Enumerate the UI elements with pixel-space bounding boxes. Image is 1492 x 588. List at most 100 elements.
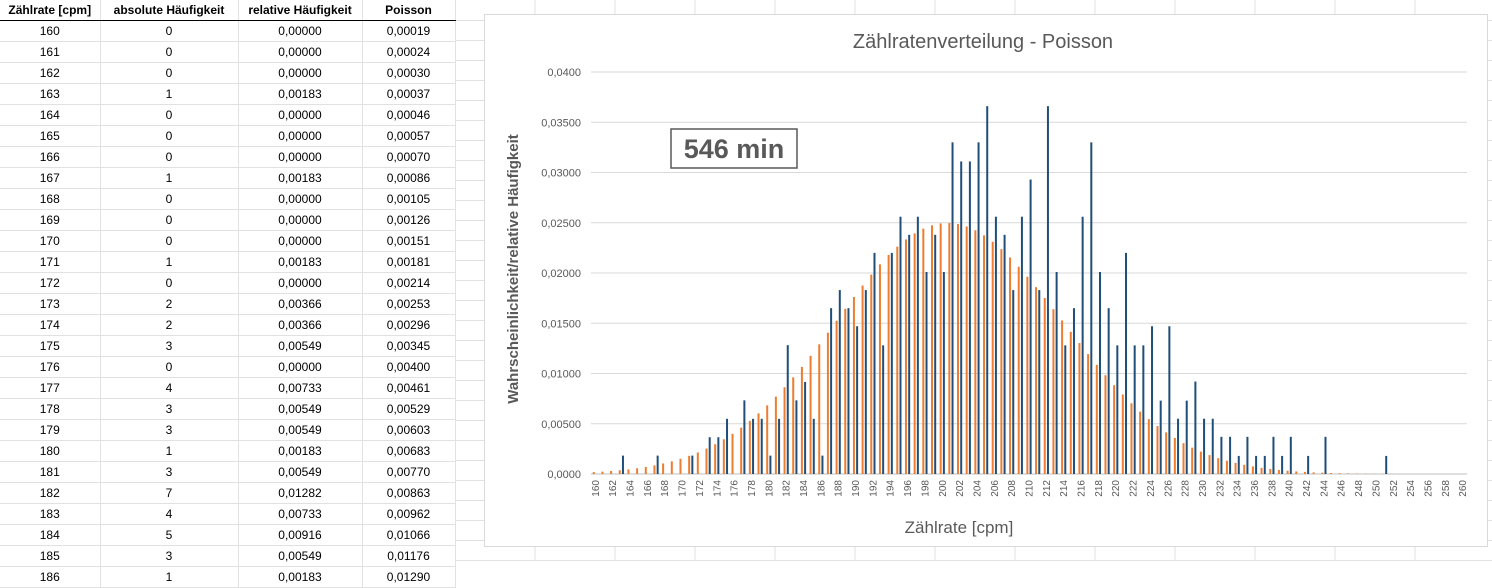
table-cell[interactable]: 172 — [0, 273, 100, 294]
table-cell[interactable]: 0,00400 — [362, 357, 455, 378]
table-cell[interactable]: 0,00000 — [238, 273, 362, 294]
table-cell[interactable]: 0 — [100, 63, 238, 84]
table-cell[interactable]: 0,00183 — [238, 168, 362, 189]
table-cell[interactable]: 166 — [0, 147, 100, 168]
table-cell[interactable]: 4 — [100, 504, 238, 525]
table-cell[interactable]: 5 — [100, 525, 238, 546]
table-cell[interactable]: 164 — [0, 105, 100, 126]
table-cell[interactable]: 0,00024 — [362, 42, 455, 63]
table-cell[interactable]: 0,00183 — [238, 567, 362, 588]
table-cell[interactable]: 0,00000 — [238, 231, 362, 252]
table-cell[interactable]: 0,00863 — [362, 483, 455, 504]
table-cell[interactable]: 161 — [0, 42, 100, 63]
table-cell[interactable]: 3 — [100, 399, 238, 420]
table-cell[interactable]: 0,00030 — [362, 63, 455, 84]
table-cell[interactable]: 0 — [100, 231, 238, 252]
chart-container[interactable]: Zählratenverteilung - Poisson Wahrschein… — [484, 14, 1488, 547]
table-cell[interactable]: 2 — [100, 294, 238, 315]
table-cell[interactable]: 0,00733 — [238, 378, 362, 399]
table-cell[interactable]: 0,00549 — [238, 462, 362, 483]
table-cell[interactable]: 0,01282 — [238, 483, 362, 504]
table-cell[interactable]: 0 — [100, 189, 238, 210]
table-cell[interactable]: 0,00046 — [362, 105, 455, 126]
table-cell[interactable]: 165 — [0, 126, 100, 147]
table-cell[interactable]: 0,00105 — [362, 189, 455, 210]
table-cell[interactable]: 184 — [0, 525, 100, 546]
table-cell[interactable]: 0,00549 — [238, 420, 362, 441]
table-cell[interactable]: 0,00000 — [238, 21, 362, 42]
table-cell[interactable]: 2 — [100, 315, 238, 336]
table-cell[interactable]: 0,00345 — [362, 336, 455, 357]
table-cell[interactable]: 0,00181 — [362, 252, 455, 273]
table-cell[interactable]: 0 — [100, 21, 238, 42]
table-cell[interactable]: 177 — [0, 378, 100, 399]
table-cell[interactable]: 3 — [100, 420, 238, 441]
table-cell[interactable]: 183 — [0, 504, 100, 525]
table-cell[interactable]: 175 — [0, 336, 100, 357]
table-cell[interactable]: 0,00019 — [362, 21, 455, 42]
table-cell[interactable]: 178 — [0, 399, 100, 420]
table-cell[interactable]: 0 — [100, 210, 238, 231]
table-cell[interactable]: 171 — [0, 252, 100, 273]
table-cell[interactable]: 7 — [100, 483, 238, 504]
table-cell[interactable]: 180 — [0, 441, 100, 462]
table-cell[interactable]: 0,00183 — [238, 84, 362, 105]
table-cell[interactable]: 0,01176 — [362, 546, 455, 567]
table-cell[interactable]: 174 — [0, 315, 100, 336]
table-cell[interactable]: 0,00214 — [362, 273, 455, 294]
table-cell[interactable]: 0,00603 — [362, 420, 455, 441]
table-cell[interactable]: 167 — [0, 168, 100, 189]
table-cell[interactable]: 0,00000 — [238, 357, 362, 378]
table-cell[interactable]: 0,00733 — [238, 504, 362, 525]
table-cell[interactable]: 0,00037 — [362, 84, 455, 105]
table-cell[interactable]: 1 — [100, 567, 238, 588]
header-zaehlrate[interactable]: Zählrate [cpm] — [0, 0, 100, 21]
table-cell[interactable]: 0,00183 — [238, 441, 362, 462]
table-cell[interactable]: 0,01066 — [362, 525, 455, 546]
table-cell[interactable]: 0,00549 — [238, 336, 362, 357]
table-cell[interactable]: 185 — [0, 546, 100, 567]
table-cell[interactable]: 169 — [0, 210, 100, 231]
table-cell[interactable]: 0,00000 — [238, 42, 362, 63]
table-cell[interactable]: 0,01290 — [362, 567, 455, 588]
table-cell[interactable]: 0 — [100, 357, 238, 378]
table-cell[interactable]: 0,00253 — [362, 294, 455, 315]
table-cell[interactable]: 179 — [0, 420, 100, 441]
table-cell[interactable]: 173 — [0, 294, 100, 315]
table-cell[interactable]: 186 — [0, 567, 100, 588]
table-cell[interactable]: 0,00070 — [362, 147, 455, 168]
table-cell[interactable]: 0 — [100, 273, 238, 294]
table-cell[interactable]: 0,00770 — [362, 462, 455, 483]
table-cell[interactable]: 176 — [0, 357, 100, 378]
table-cell[interactable]: 168 — [0, 189, 100, 210]
table-cell[interactable]: 0 — [100, 105, 238, 126]
table-cell[interactable]: 0,00000 — [238, 63, 362, 84]
table-cell[interactable]: 162 — [0, 63, 100, 84]
table-cell[interactable]: 0,00086 — [362, 168, 455, 189]
table-cell[interactable]: 0,00000 — [238, 210, 362, 231]
table-cell[interactable]: 0,00683 — [362, 441, 455, 462]
table-cell[interactable]: 0,00151 — [362, 231, 455, 252]
table-cell[interactable]: 1 — [100, 441, 238, 462]
table-cell[interactable]: 181 — [0, 462, 100, 483]
table-cell[interactable]: 0,00296 — [362, 315, 455, 336]
table-cell[interactable]: 170 — [0, 231, 100, 252]
table-cell[interactable]: 0,00000 — [238, 126, 362, 147]
table-cell[interactable]: 0 — [100, 42, 238, 63]
table-cell[interactable]: 0,00183 — [238, 252, 362, 273]
table-cell[interactable]: 1 — [100, 84, 238, 105]
header-absolute[interactable]: absolute Häufigkeit — [100, 0, 238, 21]
table-cell[interactable]: 0,00529 — [362, 399, 455, 420]
table-cell[interactable]: 0 — [100, 126, 238, 147]
table-cell[interactable]: 3 — [100, 336, 238, 357]
header-relative[interactable]: relative Häufigkeit — [238, 0, 362, 21]
table-cell[interactable]: 3 — [100, 546, 238, 567]
table-cell[interactable]: 0,00366 — [238, 315, 362, 336]
table-cell[interactable]: 182 — [0, 483, 100, 504]
table-cell[interactable]: 160 — [0, 21, 100, 42]
table-cell[interactable]: 0,00126 — [362, 210, 455, 231]
table-cell[interactable]: 1 — [100, 168, 238, 189]
header-poisson[interactable]: Poisson — [362, 0, 455, 21]
table-cell[interactable]: 0,00549 — [238, 399, 362, 420]
table-cell[interactable]: 0,00000 — [238, 147, 362, 168]
